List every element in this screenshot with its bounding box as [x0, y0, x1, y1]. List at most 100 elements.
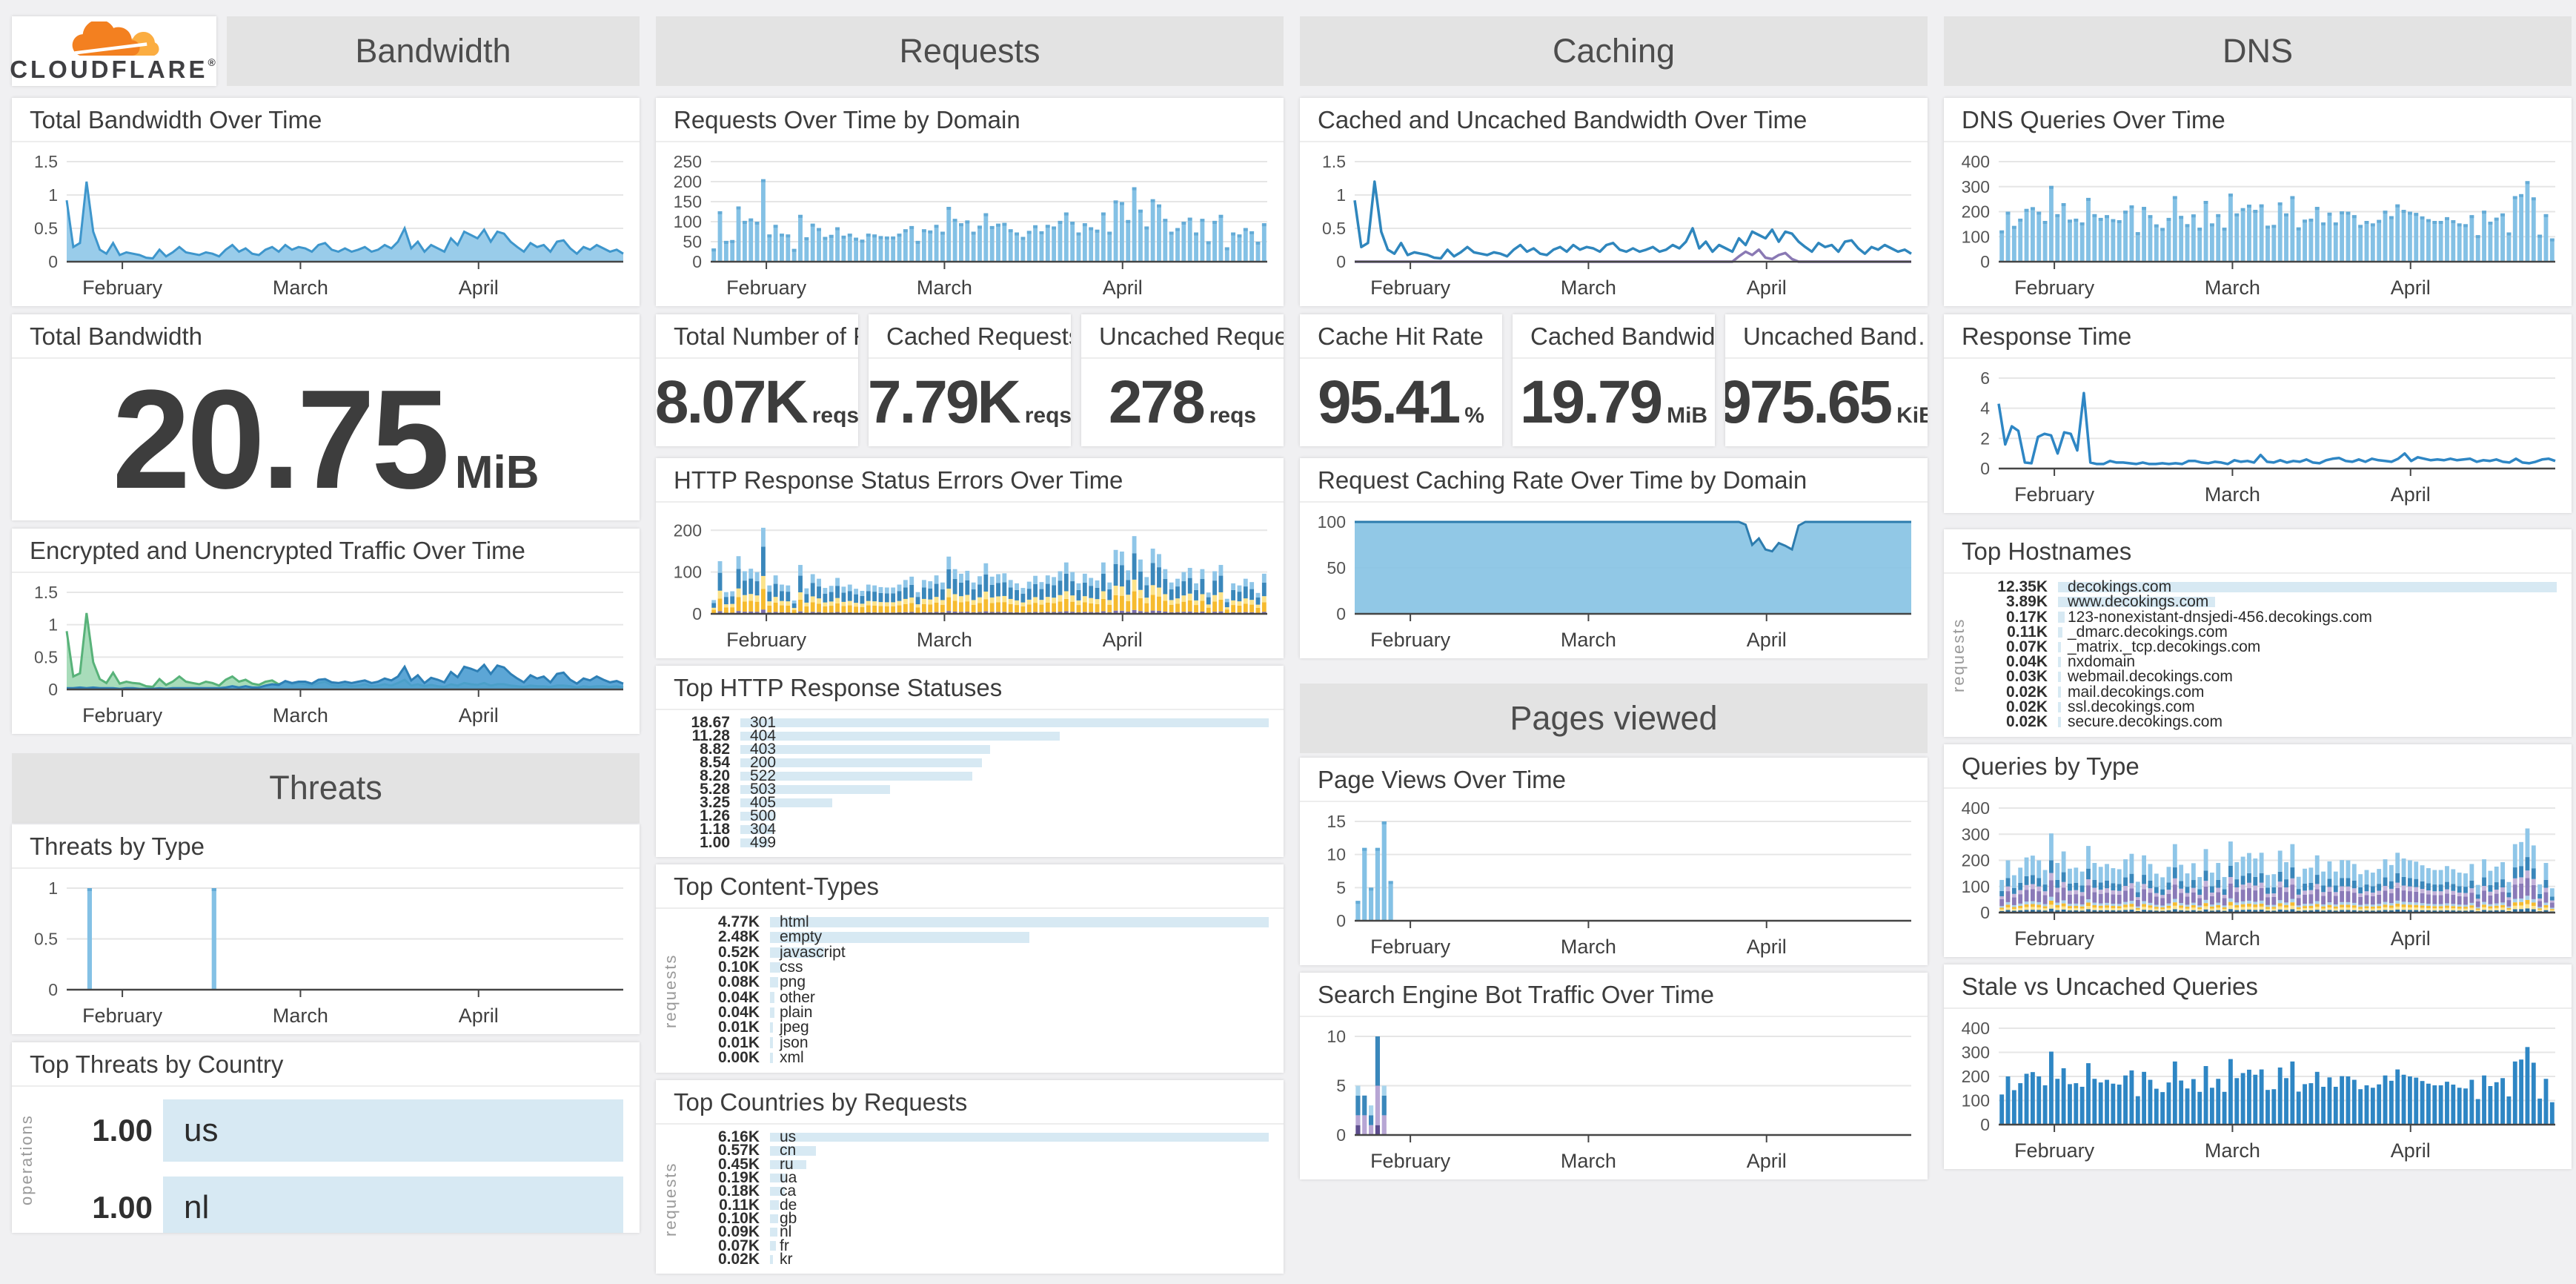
top-threats-by-country-list[interactable]: operations 1.00 us 1.00 nl — [12, 1087, 640, 1233]
list-row[interactable]: 0.11K de — [686, 1197, 1269, 1214]
list-value: 1.18 — [700, 821, 730, 838]
list-row[interactable]: 0.07K fr — [686, 1237, 1269, 1254]
top-hostnames-list[interactable]: requests 12.35K decokings.com 3.89K www.deco… — [1944, 574, 2572, 737]
panel-dns-queries: DNS Queries Over Time 0 100 200 300 400 Febru… — [1944, 98, 2572, 306]
svg-text:0.5: 0.5 — [1322, 219, 1346, 238]
request-caching-rate-chart[interactable]: 0 50 100 February March April — [1300, 503, 1928, 658]
list-row[interactable]: 0.02K mail.decokings.com — [1974, 684, 2557, 701]
svg-text:0: 0 — [1336, 604, 1346, 623]
list-row[interactable]: 1.18 304 — [656, 821, 1269, 838]
list-label: 503 — [750, 781, 777, 798]
list-row[interactable]: 4.77K html — [686, 913, 1269, 930]
list-row[interactable]: 12.35K decokings.com — [1974, 578, 2557, 595]
total-bandwidth-chart[interactable]: 0 0.5 1 1.5 February March April — [12, 142, 640, 306]
top-content-types-list[interactable]: requests 4.77K html 2.48K empty 0.52K javascri… — [656, 909, 1284, 1073]
stale-uncached-queries-chart[interactable]: 0 100 200 300 400 February March April — [1944, 1009, 2572, 1169]
section-title: Pages viewed — [1510, 699, 1718, 737]
section-title: Threats — [269, 769, 382, 807]
list-row[interactable]: 0.00K xml — [686, 1049, 1269, 1066]
list-row[interactable]: 0.01K jpeg — [686, 1019, 1269, 1036]
list-label: empty — [780, 928, 823, 946]
requests-over-time-chart[interactable]: 0 50 100 150 200 250 February March April — [656, 142, 1284, 306]
svg-text:100: 100 — [1962, 227, 1990, 246]
list-row[interactable]: 1.26 500 — [656, 807, 1269, 824]
list-row[interactable]: 3.89K www.decokings.com — [1974, 593, 2557, 610]
list-value: 0.08K — [717, 973, 760, 991]
list-bar — [2058, 612, 2065, 623]
list-row[interactable]: 1.00 nl — [42, 1176, 623, 1233]
search-bot-traffic-chart[interactable]: 0 5 10 February March April — [1300, 1017, 1928, 1179]
list-row[interactable]: 0.02K secure.decokings.com — [1974, 713, 2557, 730]
list-row[interactable]: 1.00 499 — [656, 834, 1269, 851]
list-label: nxdomain — [2068, 653, 2136, 671]
list-row[interactable]: 0.11K _dmarc.decokings.com — [1974, 623, 2557, 641]
panel-title: Total Bandwidth Over Time — [12, 98, 640, 142]
list-row[interactable]: 8.82 403 — [656, 741, 1269, 758]
list-row[interactable]: 0.19K ua — [686, 1169, 1269, 1187]
svg-text:March: March — [2205, 1139, 2260, 1162]
list-row[interactable]: 3.25 405 — [656, 794, 1269, 811]
svg-text:April: April — [1103, 629, 1143, 651]
section-title: Requests — [899, 32, 1040, 70]
list-row[interactable]: 1.00 us — [42, 1099, 623, 1162]
svg-text:0: 0 — [48, 980, 58, 999]
list-row[interactable]: 0.09K nl — [686, 1223, 1269, 1240]
list-row[interactable]: 0.02K ssl.decokings.com — [1974, 698, 2557, 715]
list-row[interactable]: 0.18K ca — [686, 1182, 1269, 1199]
http-errors-chart[interactable]: 0 100 200 February March April — [656, 503, 1284, 658]
top-countries-list[interactable]: requests 6.16K us 0.57K cn 0.45K ru 0.19K ua 0.18… — [656, 1125, 1284, 1274]
list-row[interactable]: 0.03K webmail.decokings.com — [1974, 668, 2557, 685]
list-label: 404 — [750, 727, 777, 744]
list-row[interactable]: 0.10K css — [686, 959, 1269, 976]
panel-request-caching-rate: Request Caching Rate Over Time by Domain… — [1300, 458, 1928, 658]
list-row[interactable]: 0.02K kr — [686, 1250, 1269, 1268]
list-row[interactable]: 11.28 404 — [656, 727, 1269, 744]
list-row[interactable]: 6.16K us — [686, 1128, 1269, 1145]
list-row[interactable]: 0.04K plain — [686, 1004, 1269, 1021]
list-row[interactable]: 0.01K json — [686, 1034, 1269, 1051]
list-row[interactable]: 8.54 200 — [656, 754, 1269, 771]
svg-text:February: February — [1370, 936, 1451, 958]
list-rows: 1.00 us 1.00 nl — [42, 1087, 640, 1233]
list-row[interactable]: 0.45K ru — [686, 1156, 1269, 1173]
list-row[interactable]: 18.67 301 — [656, 714, 1269, 731]
svg-text:March: March — [1561, 277, 1616, 299]
list-value: 0.07K — [717, 1237, 760, 1254]
list-row[interactable]: 0.07K _matrix._tcp.decokings.com — [1974, 638, 2557, 655]
svg-text:March: March — [2205, 927, 2260, 950]
page-views-chart[interactable]: 0 5 10 15 February March April — [1300, 802, 1928, 965]
svg-text:1: 1 — [48, 878, 58, 898]
list-value: 0.19K — [717, 1169, 760, 1187]
list-row[interactable]: 2.48K empty — [686, 928, 1269, 946]
list-label: _dmarc.decokings.com — [2068, 623, 2228, 641]
top-statuses-list[interactable]: 18.67 301 11.28 404 8.82 403 8.54 200 8.20 522 5.2… — [656, 710, 1284, 857]
list-label: kr — [780, 1250, 793, 1268]
response-time-chart[interactable]: 0 2 4 6 February March April — [1944, 359, 2572, 513]
list-row[interactable]: 0.10K gb — [686, 1210, 1269, 1227]
list-bar — [740, 758, 983, 767]
svg-text:100: 100 — [1962, 1091, 1990, 1111]
svg-text:400: 400 — [1962, 798, 1990, 818]
queries-by-type-chart[interactable]: 0 100 200 300 400 February March April — [1944, 789, 2572, 957]
list-row[interactable]: 0.04K nxdomain — [1974, 653, 2557, 671]
panel-title: Threats by Type — [12, 824, 640, 869]
list-row[interactable]: 0.52K javascript — [686, 944, 1269, 961]
dns-queries-chart[interactable]: 0 100 200 300 400 February March April — [1944, 142, 2572, 306]
list-row[interactable]: 0.04K other — [686, 989, 1269, 1006]
list-bar — [740, 772, 973, 781]
list-row[interactable]: 0.57K cn — [686, 1142, 1269, 1159]
svg-text:0.5: 0.5 — [34, 647, 58, 666]
threats-by-type-chart[interactable]: 0 0.5 1 February March April — [12, 869, 640, 1034]
list-row[interactable]: 8.20 522 — [656, 767, 1269, 784]
svg-text:300: 300 — [1962, 177, 1990, 196]
section-title: Caching — [1552, 32, 1676, 70]
svg-text:300: 300 — [1962, 1043, 1990, 1062]
encrypted-traffic-chart[interactable]: 0 0.5 1 1.5 February March April — [12, 573, 640, 734]
list-row[interactable]: 0.08K png — [686, 973, 1269, 991]
list-value: 0.02K — [717, 1250, 760, 1268]
svg-text:100: 100 — [1318, 512, 1346, 532]
panel-title: Top HTTP Response Statuses — [656, 666, 1284, 710]
cached-uncached-bandwidth-chart[interactable]: 0 0.5 1 1.5 February March April — [1300, 142, 1928, 306]
list-row[interactable]: 0.17K 123-nonexistant-dnsjedi-456.decokin… — [1974, 609, 2557, 626]
list-row[interactable]: 5.28 503 — [656, 781, 1269, 798]
